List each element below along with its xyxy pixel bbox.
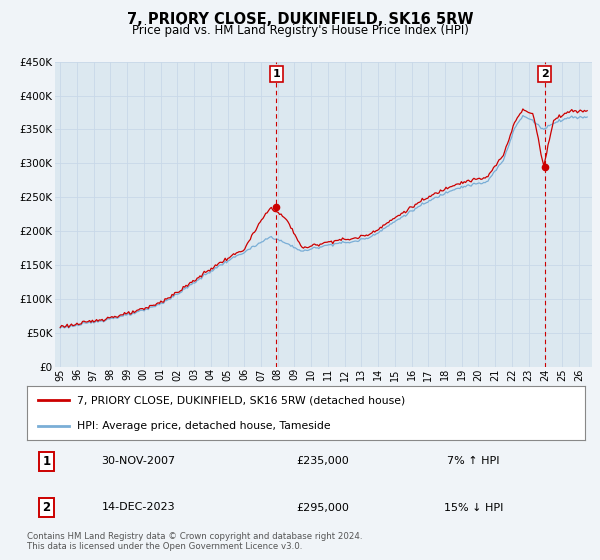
Text: 7, PRIORY CLOSE, DUKINFIELD, SK16 5RW: 7, PRIORY CLOSE, DUKINFIELD, SK16 5RW [127, 12, 473, 27]
Text: 7, PRIORY CLOSE, DUKINFIELD, SK16 5RW (detached house): 7, PRIORY CLOSE, DUKINFIELD, SK16 5RW (d… [77, 395, 406, 405]
Text: Price paid vs. HM Land Registry's House Price Index (HPI): Price paid vs. HM Land Registry's House … [131, 24, 469, 36]
Text: 2: 2 [43, 501, 50, 514]
Text: 15% ↓ HPI: 15% ↓ HPI [444, 502, 503, 512]
Text: £295,000: £295,000 [296, 502, 349, 512]
Text: £235,000: £235,000 [296, 456, 349, 466]
Text: 1: 1 [272, 69, 280, 79]
Text: 7% ↑ HPI: 7% ↑ HPI [447, 456, 500, 466]
Text: HPI: Average price, detached house, Tameside: HPI: Average price, detached house, Tame… [77, 421, 331, 431]
Text: Contains HM Land Registry data © Crown copyright and database right 2024.
This d: Contains HM Land Registry data © Crown c… [27, 532, 362, 552]
Text: 1: 1 [43, 455, 50, 468]
Text: 30-NOV-2007: 30-NOV-2007 [101, 456, 176, 466]
Text: 14-DEC-2023: 14-DEC-2023 [102, 502, 175, 512]
Text: 2: 2 [541, 69, 548, 79]
